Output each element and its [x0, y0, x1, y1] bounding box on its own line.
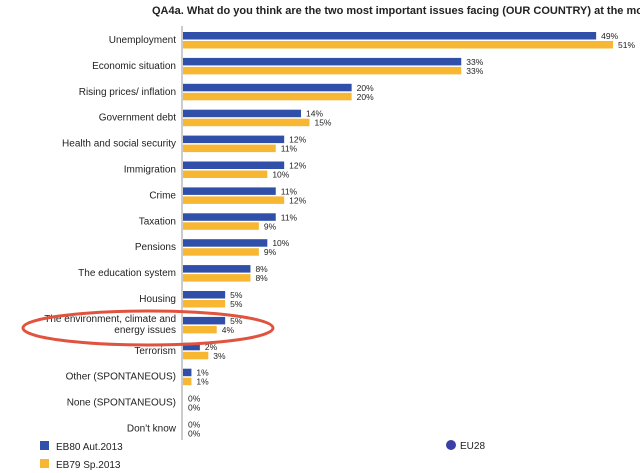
- bar: [183, 196, 285, 204]
- legend-label: EB79 Sp.2013: [56, 460, 121, 471]
- data-label: 33%: [466, 66, 483, 76]
- category-label: Pensions: [135, 242, 176, 253]
- data-label: 11%: [281, 212, 298, 222]
- bars-group: Unemployment 49%51%Economic situation 33%3…: [44, 31, 635, 439]
- data-label: 5%: [230, 290, 243, 300]
- bar: [183, 222, 259, 230]
- bar: [183, 325, 217, 334]
- bar: [183, 109, 302, 118]
- bar: [183, 368, 192, 377]
- data-label: 12%: [289, 161, 306, 171]
- data-label: 10%: [272, 238, 289, 248]
- bar: [183, 274, 251, 282]
- category-label: Immigration: [124, 165, 176, 176]
- bar: [183, 239, 268, 247]
- data-label: 0%: [188, 429, 201, 439]
- bar: [183, 342, 200, 351]
- data-label: 1%: [196, 377, 209, 387]
- data-label: 11%: [281, 186, 298, 196]
- category-label: The environment, climate and energy issue…: [44, 314, 176, 336]
- bar: [183, 377, 192, 386]
- data-label: 12%: [289, 195, 306, 205]
- data-label: 0%: [188, 403, 201, 413]
- bar: [183, 118, 310, 127]
- bar: [183, 170, 268, 178]
- bar: [183, 300, 226, 308]
- eu28-label: EU28: [460, 441, 485, 452]
- data-label: 49%: [601, 31, 618, 41]
- bar: [183, 248, 259, 256]
- bar: [183, 92, 352, 101]
- data-label: 3%: [213, 351, 226, 361]
- category-label: Health and social security: [62, 139, 176, 150]
- bar: [183, 66, 462, 75]
- data-label: 1%: [196, 368, 209, 378]
- category-label: Economic situation: [92, 61, 176, 72]
- data-label: 14%: [306, 109, 323, 119]
- bar: [183, 83, 352, 92]
- data-label: 20%: [357, 92, 374, 102]
- data-label: 15%: [314, 118, 331, 128]
- data-label: 8%: [255, 264, 268, 274]
- data-label: 4%: [222, 325, 235, 335]
- legend-swatch: [40, 441, 49, 450]
- chart-title: QA4a. What do you think are the two most…: [152, 5, 640, 17]
- data-label: 9%: [264, 221, 277, 231]
- category-label: The education system: [78, 268, 176, 279]
- bar: [183, 213, 276, 221]
- data-label: 11%: [281, 144, 298, 154]
- data-label: 2%: [205, 342, 218, 352]
- data-label: 5%: [230, 299, 243, 309]
- category-label: Government debt: [99, 113, 176, 124]
- data-label: 10%: [272, 170, 289, 180]
- legend-swatch: [40, 459, 49, 468]
- category-label: Other (SPONTANEOUS): [66, 372, 176, 383]
- category-label: Taxation: [139, 216, 176, 227]
- category-label: None (SPONTANEOUS): [67, 398, 176, 409]
- data-label: 5%: [230, 316, 243, 326]
- category-label: Crime: [149, 190, 176, 201]
- data-label: 51%: [618, 40, 635, 50]
- legend: EB80 Aut.2013 EB79 Sp.2013 EU28: [40, 440, 485, 471]
- category-label: Don't know: [127, 424, 177, 435]
- data-label: 8%: [255, 273, 268, 283]
- data-label: 0%: [188, 420, 201, 430]
- highlight-ellipse: [21, 309, 275, 347]
- data-label: 20%: [357, 83, 374, 93]
- eu28-marker: [446, 440, 456, 450]
- legend-label: EB80 Aut.2013: [56, 442, 123, 453]
- bar: [183, 291, 226, 299]
- category-label: Housing: [139, 294, 176, 305]
- bar: [183, 265, 251, 273]
- category-label: Unemployment: [109, 35, 176, 46]
- data-label: 9%: [264, 247, 277, 257]
- data-label: 12%: [289, 135, 306, 145]
- bar: [183, 316, 226, 325]
- bar: [183, 135, 285, 144]
- bar: [183, 144, 276, 153]
- bar: [183, 41, 613, 49]
- bar: [183, 57, 462, 66]
- category-label: Terrorism: [134, 346, 176, 357]
- bar: [183, 187, 276, 195]
- bar: [183, 351, 209, 360]
- data-label: 0%: [188, 394, 201, 404]
- bar: [183, 32, 597, 40]
- bar: [183, 161, 285, 169]
- data-label: 33%: [466, 57, 483, 67]
- category-label: Rising prices/ inflation: [79, 87, 176, 98]
